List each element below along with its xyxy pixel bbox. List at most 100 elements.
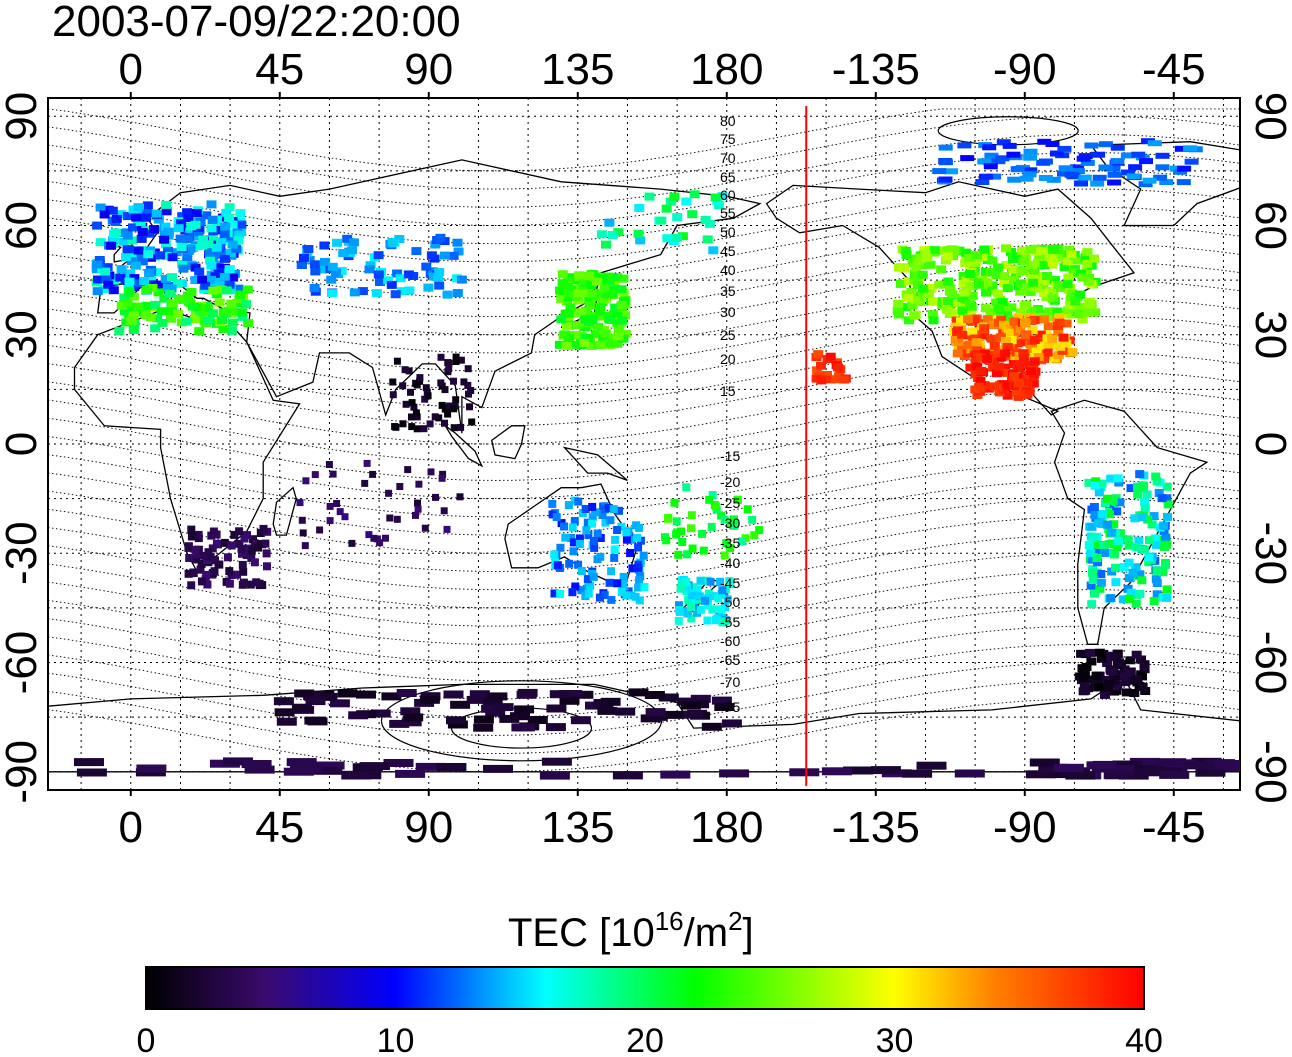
tec-point <box>956 317 966 326</box>
tec-point <box>1090 180 1105 187</box>
tec-point <box>1061 339 1072 348</box>
tec-point <box>1008 382 1019 391</box>
magnetic-latitude-label: 70 <box>720 150 736 166</box>
tec-point <box>590 543 599 552</box>
tec-point <box>601 518 610 527</box>
tec-point <box>612 309 623 318</box>
tec-point <box>1151 540 1161 549</box>
tec-point <box>662 234 673 243</box>
tec-point <box>1012 339 1023 348</box>
tec-point <box>1090 481 1100 490</box>
tec-point <box>1131 675 1142 683</box>
tec-point <box>182 208 193 217</box>
tec-point <box>177 260 188 268</box>
tec-point <box>1018 338 1029 347</box>
tec-point <box>1037 138 1052 145</box>
tec-point <box>444 410 452 418</box>
tec-point <box>450 700 471 709</box>
tec-point <box>1095 584 1105 593</box>
tec-point <box>392 423 400 431</box>
tec-point <box>160 222 171 231</box>
tec-point <box>325 461 333 468</box>
tec-point <box>606 516 615 525</box>
tec-point <box>119 307 130 316</box>
tec-point <box>100 267 111 276</box>
tec-point <box>999 279 1010 288</box>
tec-point <box>457 423 465 431</box>
tec-point <box>995 155 1010 162</box>
tec-point <box>106 241 117 250</box>
tec-point <box>577 586 586 595</box>
magnetic-latitude-contour <box>48 115 1240 190</box>
tec-point <box>1077 273 1088 282</box>
tec-point <box>481 704 502 713</box>
tec-point <box>705 495 714 504</box>
tec-point <box>1000 336 1011 345</box>
tec-point <box>527 716 548 724</box>
tec-point <box>92 260 103 269</box>
tec-point <box>1088 533 1098 542</box>
tec-point <box>716 577 725 586</box>
tec-point <box>1162 494 1172 503</box>
tec-point <box>399 382 407 390</box>
tec-point <box>1087 522 1097 531</box>
tec-point <box>617 588 626 597</box>
tec-point <box>1038 175 1053 181</box>
tec-point <box>789 768 820 777</box>
tec-point <box>958 272 969 280</box>
tec-point <box>1086 761 1117 770</box>
tec-point <box>567 534 576 542</box>
tec-point <box>975 377 986 385</box>
left-axis-label: -60 <box>0 631 46 695</box>
tec-point <box>599 284 610 293</box>
tec-point <box>1036 159 1051 166</box>
tec-point <box>213 263 224 272</box>
tec-point <box>964 340 975 349</box>
tec-point <box>341 513 349 521</box>
tec-point <box>221 208 232 217</box>
tec-point <box>604 218 615 227</box>
tec-point <box>1106 594 1116 603</box>
tec-point <box>714 703 735 711</box>
tec-point <box>816 376 827 385</box>
tec-point <box>1131 543 1141 552</box>
tec-point <box>925 260 936 269</box>
tec-point <box>677 232 688 241</box>
tec-point <box>1142 490 1152 499</box>
tec-point <box>1091 477 1101 486</box>
tec-point <box>593 555 602 564</box>
tec-point <box>710 605 719 614</box>
tec-point <box>1094 488 1104 497</box>
tec-point <box>204 248 215 257</box>
tec-point <box>602 290 613 299</box>
tec-point <box>429 254 440 263</box>
tec-point <box>402 400 410 408</box>
tec-point <box>1090 589 1099 598</box>
tec-point <box>696 576 705 585</box>
tec-point <box>191 209 202 217</box>
tec-point <box>588 513 597 522</box>
tec-point <box>386 514 394 522</box>
tec-point <box>191 545 200 554</box>
tec-point <box>235 290 246 299</box>
tec-point <box>1026 367 1037 376</box>
tec-point <box>588 519 596 528</box>
tec-point <box>237 312 248 321</box>
tec-point <box>182 253 193 261</box>
tec-point <box>640 583 649 591</box>
tec-point <box>570 517 579 525</box>
tec-point <box>435 233 446 242</box>
magnetic-latitude-label: -40 <box>720 555 740 571</box>
tec-point <box>992 289 1003 298</box>
tec-point <box>220 222 231 231</box>
tec-point <box>984 152 999 159</box>
tec-point <box>230 530 239 539</box>
magnetic-latitude-contour <box>48 261 1240 336</box>
tec-point <box>590 330 601 339</box>
tec-point <box>656 216 667 225</box>
tec-point <box>235 527 244 536</box>
tec-point <box>1031 247 1042 256</box>
tec-point <box>604 276 615 285</box>
tec-point <box>466 695 487 704</box>
tec-point <box>1102 683 1113 692</box>
